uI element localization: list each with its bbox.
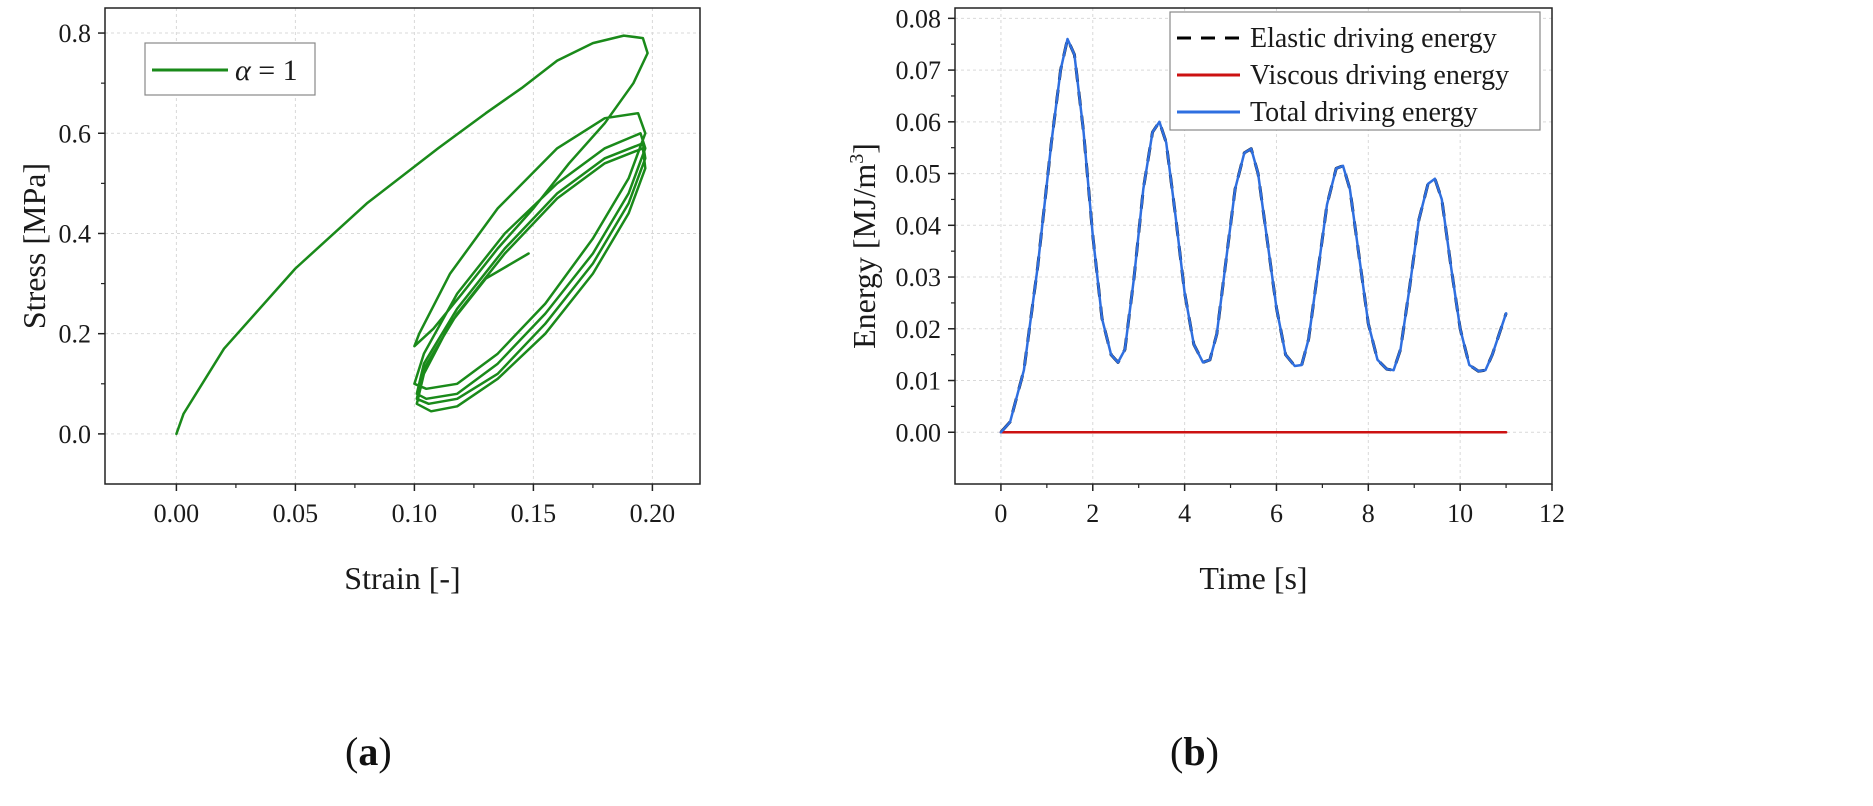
y-tick-label: 0.04 — [896, 211, 942, 240]
legend-entry: α = 1 — [235, 54, 298, 87]
x-tick-label: 6 — [1270, 499, 1283, 528]
legend-entry: Viscous driving energy — [1250, 60, 1509, 91]
plot-area — [175, 34, 649, 436]
y-axis-label: Stress [MPa] — [16, 163, 52, 329]
legend: Elastic driving energy Viscous driving en… — [1169, 11, 1541, 131]
y-tick-label: 0.00 — [896, 418, 942, 447]
x-tick-label: 10 — [1447, 499, 1473, 528]
chart-b-energy-time: 0 2 4 6 8 10 12 0.00 0.01 0.02 0.03 0.04 0.05 0.06 0.0… — [846, 4, 1565, 596]
series-line-2 — [999, 37, 1508, 434]
x-tick-label: 2 — [1086, 499, 1099, 528]
x-tick-label: 8 — [1362, 499, 1375, 528]
y-tick-label: 0.8 — [59, 19, 92, 48]
y-axis-label: Energy [MJ/m3] — [846, 143, 882, 349]
x-tick-label: 12 — [1539, 499, 1565, 528]
chart-a-stress-strain: 0.00 0.05 0.10 0.15 0.20 0.0 0.2 0.4 0.6 0.8 Strai… — [16, 7, 701, 596]
plot-frame — [954, 7, 1553, 485]
x-tick-label: 0.20 — [630, 499, 676, 528]
x-axis-label: Time [s] — [1199, 560, 1307, 596]
plot-area — [999, 37, 1508, 434]
panel-label-b: (b) — [1170, 729, 1219, 774]
legend: α = 1 — [144, 42, 316, 96]
legend-box — [1169, 11, 1541, 131]
y-tick-label: 0.01 — [896, 367, 942, 396]
y-tick-label: 0.06 — [896, 108, 942, 137]
legend-entry: Total driving energy — [1250, 97, 1478, 128]
series-line-0 — [175, 34, 649, 436]
x-tick-label: 0.15 — [511, 499, 557, 528]
y-tick-label: 0.07 — [896, 56, 942, 85]
x-tick-label: 4 — [1178, 499, 1191, 528]
y-tick-label: 0.08 — [896, 4, 942, 33]
y-tick-label: 0.03 — [896, 263, 942, 292]
plot-frame — [104, 7, 701, 485]
x-axis-label: Strain [-] — [344, 560, 460, 596]
y-tick-label: 0.0 — [59, 420, 92, 449]
y-tick-label: 0.2 — [59, 320, 92, 349]
x-tick-label: 0.10 — [392, 499, 438, 528]
y-tick-label: 0.02 — [896, 315, 942, 344]
x-tick-label: 0 — [994, 499, 1007, 528]
y-tick-label: 0.4 — [59, 219, 92, 248]
legend-entry: Elastic driving energy — [1250, 23, 1497, 54]
y-tick-label: 0.6 — [59, 119, 92, 148]
panel-label-a: (a) — [345, 729, 392, 774]
x-tick-label: 0.00 — [154, 499, 200, 528]
y-tick-label: 0.05 — [896, 160, 942, 189]
x-tick-label: 0.05 — [273, 499, 319, 528]
